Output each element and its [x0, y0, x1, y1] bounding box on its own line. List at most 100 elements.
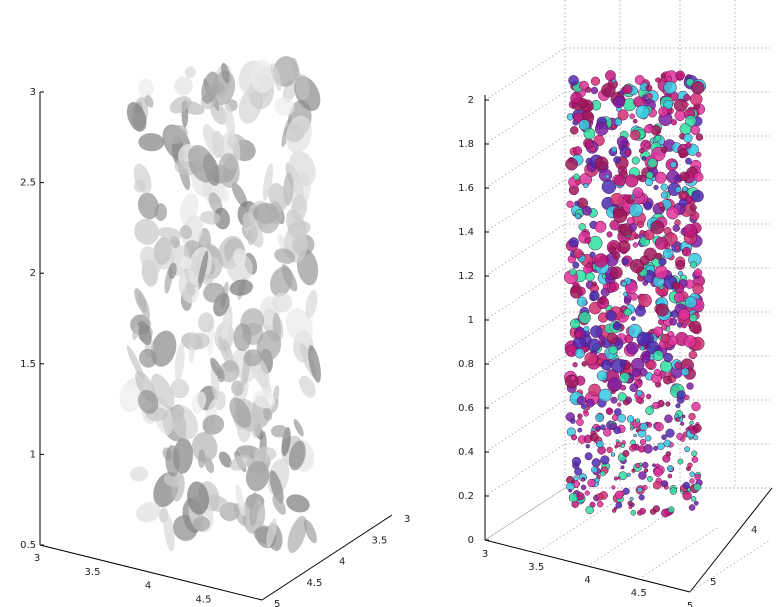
scatter-point [690, 125, 701, 135]
scatter-point [654, 134, 662, 142]
scatter-point [626, 415, 635, 423]
scatter-point [576, 395, 587, 406]
surface-patch [165, 445, 180, 477]
surface-patch [174, 342, 185, 383]
scatter-point [678, 417, 684, 422]
scatter-point [623, 308, 632, 317]
scatter-point [570, 375, 576, 382]
scatter-point [652, 401, 660, 409]
x-tick-label: 3.5 [528, 562, 544, 573]
scatter-point [621, 440, 626, 445]
surface-patch [231, 380, 244, 396]
scatter-point [674, 219, 681, 226]
x-tick-label: 4.5 [196, 594, 212, 605]
grid-line [536, 500, 617, 554]
scatter-point [581, 361, 588, 367]
scatter-point [689, 204, 697, 212]
surface-patch [139, 348, 157, 368]
scatter-point [674, 110, 686, 121]
z-tick-label: 1 [30, 449, 36, 460]
scatter-point [680, 421, 685, 426]
grid-line [484, 267, 566, 321]
grid-line [484, 135, 566, 189]
scatter-point [586, 263, 592, 269]
surface-patch [224, 103, 236, 141]
surface-patch [169, 405, 199, 440]
surface-patch [191, 431, 218, 463]
scatter-point [570, 434, 578, 441]
scatter-point [653, 326, 664, 337]
z-tick-label: 1.8 [458, 139, 474, 150]
scatter-point [576, 492, 585, 501]
scatter-point [627, 323, 643, 338]
scatter-point [685, 115, 697, 127]
scatter-point [631, 468, 636, 473]
scatter-point [660, 146, 668, 154]
z-tick-label: 2 [30, 268, 36, 279]
scatter-point [687, 462, 693, 468]
scatter-point [643, 468, 649, 473]
scatter-point [654, 265, 668, 279]
scatter-point [635, 104, 650, 119]
grid-line [484, 399, 566, 453]
scatter-point [660, 73, 666, 79]
surface-patch [293, 419, 304, 437]
scatter-point [594, 122, 609, 136]
surface-patch [134, 179, 146, 193]
scatter-point [615, 501, 623, 509]
scatter-point [590, 76, 601, 86]
y-tick-label: 4 [339, 557, 345, 568]
surface-patch [187, 481, 209, 515]
scatter-point [684, 446, 691, 453]
scatter-point [636, 332, 651, 347]
scatter-point [567, 350, 573, 356]
scatter-point [595, 425, 601, 432]
scatter-point [684, 296, 697, 309]
scatter-point [583, 411, 589, 417]
scatter-point [629, 496, 634, 501]
scatter-point [588, 383, 601, 397]
scatter-point [693, 268, 703, 278]
scatter-point [689, 471, 695, 477]
surface-patch [257, 204, 281, 234]
scatter-point [576, 418, 584, 426]
scatter-point [689, 261, 698, 269]
scatter-point [600, 424, 606, 431]
scatter-point [688, 350, 698, 360]
scatter-point [623, 297, 631, 305]
surface-patch [137, 192, 159, 220]
grid-line [484, 223, 566, 277]
grid-line [689, 539, 771, 593]
surface-patch [136, 501, 161, 523]
scatter-point [590, 86, 599, 95]
scatter-point [678, 308, 691, 321]
scatter-point [663, 439, 672, 448]
scatter-point [683, 335, 697, 348]
scatter-point [631, 443, 638, 450]
scatter-point [589, 290, 600, 301]
scatter-point [628, 505, 633, 510]
x-tick-label: 4 [584, 575, 590, 586]
scatter-point [608, 345, 618, 355]
scatter-point [583, 325, 590, 333]
scatter-point [691, 450, 698, 457]
scatter-point [657, 201, 664, 208]
scatter-point [674, 361, 682, 370]
scatter-point [685, 195, 693, 203]
scatter-point [689, 92, 703, 106]
scatter-point [654, 171, 667, 184]
surface-patch [253, 446, 277, 462]
scatter-point [657, 442, 665, 451]
surface-patch [256, 330, 282, 362]
scatter-point [663, 375, 672, 385]
scatter-point [569, 286, 583, 299]
y-axis [689, 487, 773, 593]
scatter-point [629, 383, 639, 393]
scatter-point [631, 156, 640, 165]
surface-patch [151, 373, 175, 409]
scatter-point [667, 506, 675, 513]
z-tick-label: 0 [468, 535, 474, 546]
scatter-point [616, 136, 629, 148]
scatter-point [654, 236, 668, 250]
scatter-point [611, 485, 616, 490]
